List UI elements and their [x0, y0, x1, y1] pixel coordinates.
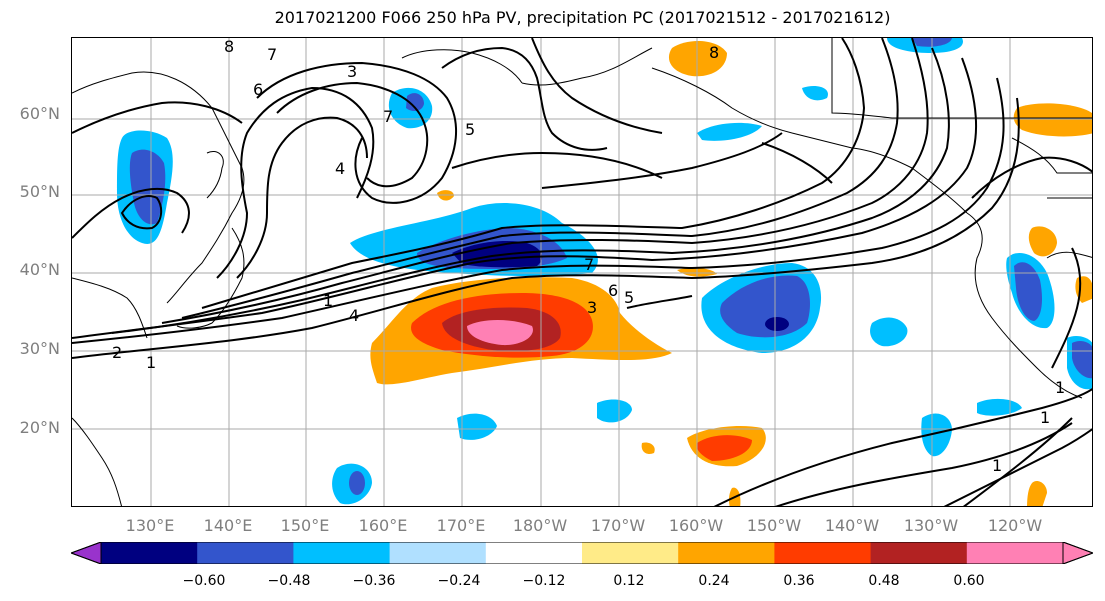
- gridlines: [72, 38, 1092, 506]
- colorbar-cell: [582, 542, 679, 564]
- lon-label-140e: 140°E: [203, 516, 253, 535]
- colorbar-tick: 0.36: [783, 573, 815, 589]
- contour-label: 4: [349, 306, 359, 325]
- colorbar-high-extend: [1062, 542, 1093, 564]
- colorbar-tick: −0.60: [182, 573, 226, 589]
- negative-precip-shading: [117, 38, 1092, 505]
- lon-label-140w: 140°W: [824, 516, 880, 535]
- map-canvas: 8 7 6 3 5 7 4 1 4 2 1 7 6 5 3 1 1 1 8: [72, 38, 1092, 506]
- colorbar-low-extend: [71, 542, 102, 564]
- colorbar: [71, 542, 1093, 564]
- colorbar-tick: 0.60: [953, 573, 985, 589]
- contour-labels: 8 7 6 3 5 7 4 1 4 2 1 7 6 5 3 1 1 1 8: [112, 38, 1065, 475]
- contour-label: 7: [584, 255, 594, 274]
- colorbar-cell: [197, 542, 294, 564]
- contour-label: 5: [465, 120, 475, 139]
- contour-label: 6: [253, 80, 263, 99]
- contour-label: 1: [146, 353, 156, 372]
- colorbar-tick: 0.12: [613, 573, 645, 589]
- colorbar-tick: −0.48: [267, 573, 311, 589]
- contour-label: 7: [267, 45, 277, 64]
- lon-label-130e: 130°E: [125, 516, 175, 535]
- lat-label-50n: 50°N: [19, 182, 60, 201]
- lat-label-60n: 60°N: [19, 104, 60, 123]
- lat-label-40n: 40°N: [19, 260, 60, 279]
- contour-label: 6: [608, 281, 618, 300]
- contour-label: 1: [992, 456, 1002, 475]
- lon-label-130w: 130°W: [903, 516, 959, 535]
- lat-label-30n: 30°N: [19, 339, 60, 358]
- lon-label-120w: 120°W: [987, 516, 1043, 535]
- lon-label-150e: 150°E: [280, 516, 330, 535]
- colorbar-cell: [389, 542, 487, 564]
- colorbar-tick: −0.36: [352, 573, 396, 589]
- colorbar-cell: [485, 542, 583, 564]
- contour-label: 8: [709, 43, 719, 62]
- contour-label: 1: [1040, 408, 1050, 427]
- contour-label: 1: [323, 291, 333, 310]
- colorbar-tick: −0.12: [522, 573, 566, 589]
- contour-label: 2: [112, 343, 122, 362]
- colorbar-cell: [870, 542, 968, 564]
- map-panel: 8 7 6 3 5 7 4 1 4 2 1 7 6 5 3 1 1 1 8: [71, 37, 1093, 507]
- map-title: 2017021200 F066 250 hPa PV, precipitatio…: [274, 8, 891, 27]
- contour-label: 4: [335, 159, 345, 178]
- lat-label-20n: 20°N: [19, 418, 60, 437]
- colorbar-cells: [101, 542, 1064, 564]
- lon-label-160w: 160°W: [668, 516, 724, 535]
- contour-label: 7: [383, 107, 393, 126]
- colorbar-cell: [774, 542, 872, 564]
- colorbar-cell: [966, 542, 1064, 564]
- contour-label: 8: [224, 38, 234, 56]
- colorbar-cell: [678, 542, 775, 564]
- pv-contours: [72, 38, 1092, 506]
- colorbar-cell: [101, 542, 198, 564]
- colorbar-cell: [293, 542, 391, 564]
- contour-label: 1: [1055, 378, 1065, 397]
- lon-label-150w: 150°W: [746, 516, 802, 535]
- positive-precip-shading: [370, 41, 1092, 506]
- lon-label-160e: 160°E: [358, 516, 408, 535]
- colorbar-tick: −0.24: [437, 573, 481, 589]
- colorbar-tick: 0.24: [698, 573, 730, 589]
- colorbar-tick: 0.48: [868, 573, 900, 589]
- contour-label: 3: [347, 62, 357, 81]
- lon-label-180w: 180°W: [512, 516, 568, 535]
- contour-label: 5: [624, 288, 634, 307]
- lon-label-170w: 170°W: [590, 516, 646, 535]
- lon-label-170e: 170°E: [436, 516, 486, 535]
- contour-label: 3: [587, 298, 597, 317]
